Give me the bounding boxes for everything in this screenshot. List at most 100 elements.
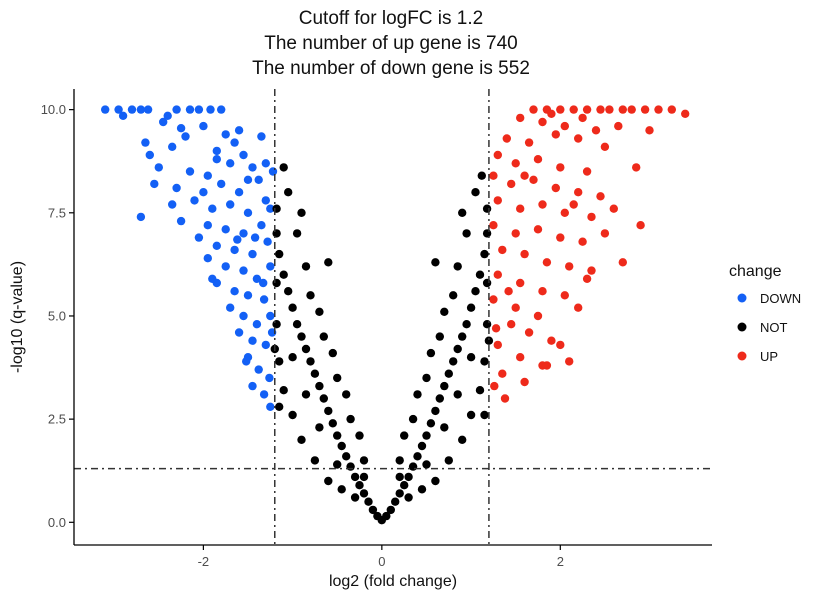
title-line-2: The number of up gene is 740 <box>264 33 518 54</box>
data-point <box>301 262 311 271</box>
data-point <box>538 200 547 209</box>
data-point <box>426 419 436 428</box>
data-point <box>333 460 342 469</box>
data-point <box>556 233 565 242</box>
data-point <box>444 456 453 465</box>
data-point <box>504 287 513 296</box>
data-point <box>288 410 297 420</box>
data-point <box>627 105 636 114</box>
data-point <box>364 497 373 506</box>
series-up <box>489 105 690 403</box>
data-point <box>636 221 645 230</box>
data-point <box>493 340 502 350</box>
data-point <box>511 229 520 238</box>
data-point <box>185 105 195 114</box>
chart-title: Cutoff for logFC is 1.2 The number of up… <box>252 8 530 79</box>
data-point <box>484 336 494 345</box>
data-point <box>404 472 413 482</box>
data-point <box>301 390 311 399</box>
data-point <box>324 258 333 267</box>
data-point <box>529 105 538 114</box>
data-point <box>480 410 489 420</box>
data-point <box>482 320 492 329</box>
data-point <box>306 357 315 366</box>
data-point <box>266 204 275 213</box>
data-point <box>489 221 498 230</box>
data-point <box>417 441 427 451</box>
data-point <box>217 105 226 114</box>
data-point <box>346 414 355 424</box>
data-point <box>355 481 364 490</box>
data-point <box>337 485 346 494</box>
data-point <box>350 493 360 502</box>
data-point <box>350 472 360 482</box>
title-line-3: The number of down gene is 552 <box>252 58 530 79</box>
data-point <box>243 291 253 300</box>
data-point <box>297 332 306 341</box>
data-point <box>297 208 306 217</box>
data-point <box>440 423 449 432</box>
data-point <box>596 192 605 201</box>
data-point <box>511 303 520 312</box>
data-point <box>462 229 471 238</box>
data-point <box>632 163 641 172</box>
x-tick-label: 2 <box>557 554 564 569</box>
data-point <box>538 117 547 127</box>
data-point <box>395 456 404 465</box>
data-point <box>194 233 204 242</box>
legend-label-not: NOT <box>760 320 788 335</box>
data-point <box>159 117 168 127</box>
data-point <box>324 476 333 486</box>
data-point <box>529 175 538 184</box>
data-point <box>565 262 574 271</box>
data-point <box>288 303 297 312</box>
data-point <box>547 336 556 345</box>
data-point <box>373 511 382 521</box>
data-point <box>524 138 534 147</box>
data-point <box>466 353 476 362</box>
data-point <box>206 105 215 114</box>
data-point <box>319 394 328 403</box>
data-point <box>413 390 422 399</box>
data-point <box>181 132 190 141</box>
data-point <box>386 505 395 515</box>
data-point <box>408 414 418 424</box>
data-point <box>654 105 663 114</box>
data-point <box>101 105 110 114</box>
data-point <box>252 274 262 283</box>
data-point <box>342 452 351 461</box>
data-point <box>440 307 449 316</box>
data-point <box>516 204 525 213</box>
data-point <box>333 431 342 440</box>
data-point <box>233 235 242 244</box>
data-point <box>516 353 525 362</box>
data-point <box>491 324 501 333</box>
data-point <box>440 381 449 391</box>
legend-swatch-up <box>737 351 747 361</box>
data-point <box>141 138 150 147</box>
data-point <box>542 361 552 370</box>
data-point <box>458 435 467 444</box>
data-point <box>482 278 492 288</box>
legend-label-down: DOWN <box>760 291 801 306</box>
data-point <box>266 402 275 411</box>
legend-label-up: UP <box>760 349 778 364</box>
data-point <box>556 105 565 114</box>
data-point <box>511 159 520 168</box>
data-point <box>578 113 587 123</box>
cutoff-lines <box>74 89 712 545</box>
data-point <box>400 431 409 440</box>
data-point <box>462 320 471 329</box>
data-point <box>431 258 440 267</box>
data-point <box>259 390 269 399</box>
data-point <box>172 105 181 114</box>
data-point <box>315 307 324 316</box>
data-point <box>395 489 404 498</box>
data-point <box>480 357 489 366</box>
data-point <box>493 150 502 160</box>
data-point <box>413 452 422 461</box>
data-point <box>560 121 569 131</box>
data-point <box>422 373 431 383</box>
points-layer <box>101 105 690 525</box>
